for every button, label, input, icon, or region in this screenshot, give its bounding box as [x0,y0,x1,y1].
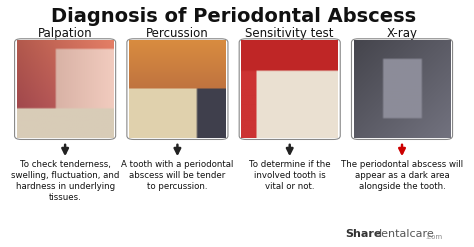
Text: To determine if the
involved tooth is
vital or not.: To determine if the involved tooth is vi… [249,160,330,191]
Text: Sensitivity test: Sensitivity test [246,27,334,40]
Text: .com: .com [425,234,442,240]
Text: A tooth with a periodontal
abscess will be tender
to percussion.: A tooth with a periodontal abscess will … [121,160,234,191]
Text: Share: Share [346,229,382,239]
Text: To check tenderness,
swelling, fluctuation, and
hardness in underlying
tissues.: To check tenderness, swelling, fluctuati… [11,160,119,202]
Text: X-ray: X-ray [386,27,418,40]
Text: Diagnosis of Periodontal Abscess: Diagnosis of Periodontal Abscess [51,7,416,26]
Text: The periodontal abscess will
appear as a dark area
alongside the tooth.: The periodontal abscess will appear as a… [341,160,463,191]
Text: dentalcare: dentalcare [374,229,434,239]
Text: Percussion: Percussion [146,27,209,40]
Text: Palpation: Palpation [38,27,92,40]
